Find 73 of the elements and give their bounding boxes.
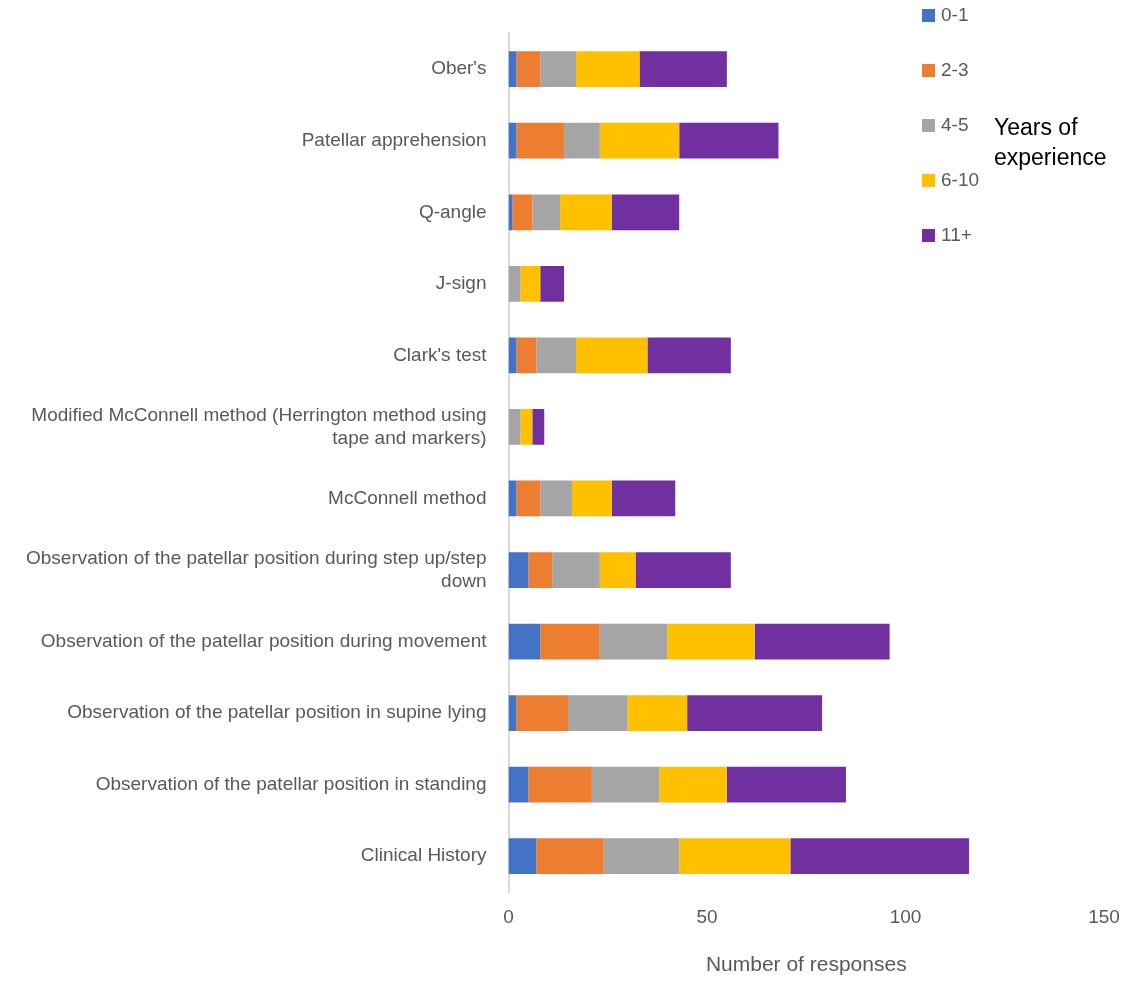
bar [726, 766, 846, 803]
bar [540, 265, 565, 302]
bar [532, 409, 545, 445]
bar [635, 552, 731, 588]
bar [687, 695, 823, 732]
bar [568, 695, 628, 732]
bar [679, 838, 791, 875]
x-tick-label: 0 [503, 905, 514, 927]
y-tick-label: Clark's test [393, 343, 488, 365]
bar [591, 766, 660, 803]
legend-title: Years of experience [994, 112, 1108, 172]
bar [552, 552, 600, 588]
bar [611, 194, 680, 231]
bar [508, 623, 541, 660]
bar [516, 122, 565, 159]
y-tick-label: Q-angle [418, 200, 487, 222]
y-tick-label: J-sign [435, 272, 487, 294]
bar [627, 695, 688, 732]
bar [603, 838, 680, 875]
bar [667, 623, 755, 660]
bar [508, 265, 521, 302]
bar [516, 695, 569, 732]
bar [516, 480, 541, 517]
x-tick-label: 100 [889, 905, 922, 927]
bar [516, 337, 537, 374]
legend-label: 2-3 [941, 59, 969, 81]
bar [536, 337, 576, 374]
bar [659, 766, 727, 803]
bar [508, 552, 529, 588]
bar [599, 122, 680, 159]
x-tick-label: 150 [1088, 905, 1120, 927]
x-tick-label: 50 [696, 905, 718, 927]
x-axis-title: Number of responses [705, 952, 907, 976]
bar [540, 623, 600, 660]
bar [520, 265, 541, 302]
bar [599, 552, 636, 588]
bar [611, 480, 676, 517]
bar [508, 766, 529, 803]
legend-label: 6-10 [941, 169, 980, 191]
bar [540, 480, 573, 517]
bar [647, 337, 731, 374]
bar [508, 838, 537, 875]
legend-label: 4-5 [941, 114, 969, 136]
y-tick-label: Observation of the patellar position in supine lying [67, 701, 487, 723]
bar [599, 623, 668, 660]
bar [572, 480, 612, 517]
y-tick-label: Clinical History [360, 844, 487, 866]
legend-label: 11+ [941, 224, 972, 246]
y-tick-label: Observation of the patellar position during movement [40, 629, 488, 651]
bar [639, 51, 727, 88]
bar [560, 194, 612, 231]
bar [532, 194, 561, 231]
bar [754, 623, 890, 660]
bar [508, 409, 521, 445]
bar [528, 766, 592, 803]
bar [564, 122, 600, 159]
bar [512, 194, 533, 231]
y-tick-label: McConnell method [328, 486, 487, 508]
y-tick-label: Observation of the patellar position in standing [95, 772, 487, 794]
y-tick-label: Observation of the patellar position during step up/step down [25, 546, 487, 591]
y-tick-label: Modified McConnell method (Herrington method using tape and markers) [31, 403, 487, 448]
legend-label: 0-1 [941, 4, 969, 26]
y-tick-label: Ober's [431, 57, 487, 79]
bar [536, 838, 604, 875]
bar [790, 838, 970, 875]
bar [516, 51, 541, 88]
y-tick-label: Patellar apprehension [301, 128, 487, 150]
bar [528, 552, 553, 588]
bar [679, 122, 779, 159]
bar [576, 337, 648, 374]
bar [540, 51, 576, 88]
bar [576, 51, 640, 88]
bar [520, 409, 533, 445]
